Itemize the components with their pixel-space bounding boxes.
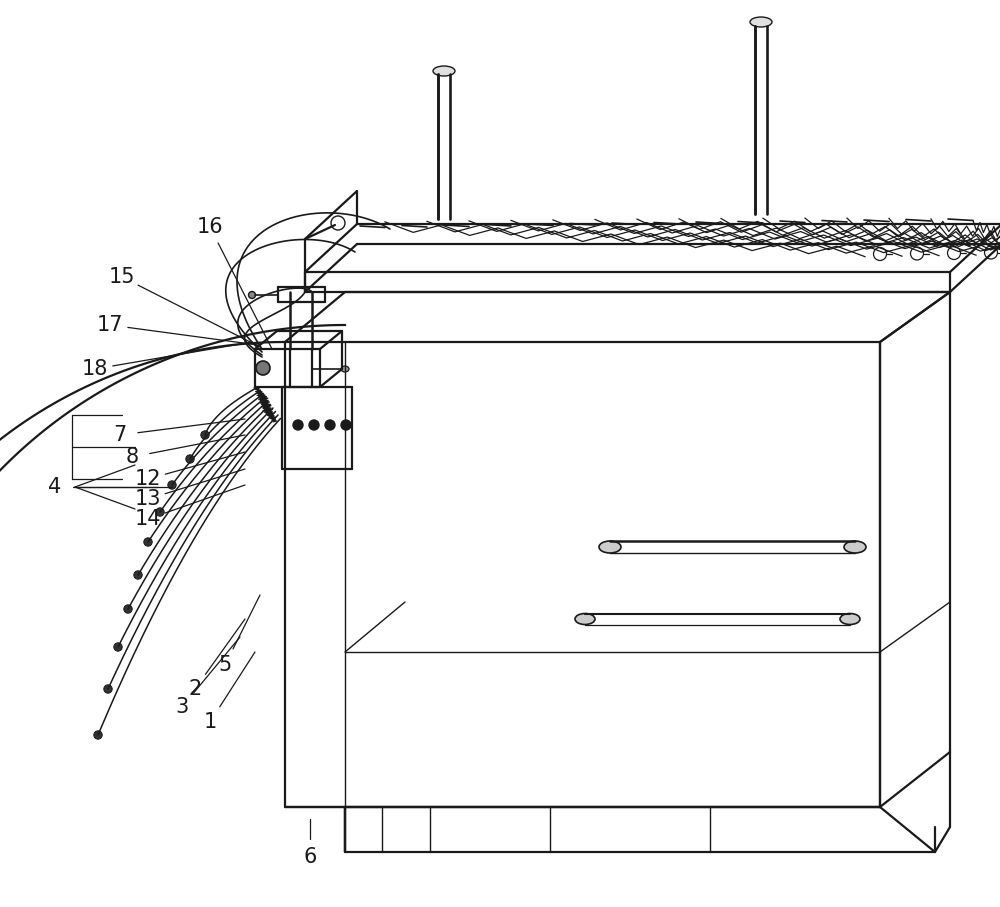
- Text: 15: 15: [109, 267, 135, 287]
- Circle shape: [201, 431, 209, 439]
- Text: 18: 18: [82, 359, 108, 379]
- Circle shape: [256, 361, 270, 375]
- Text: 5: 5: [218, 655, 232, 675]
- Text: 2: 2: [188, 679, 202, 699]
- Circle shape: [114, 643, 122, 651]
- Text: 3: 3: [175, 697, 189, 717]
- Circle shape: [94, 731, 102, 739]
- Text: 12: 12: [135, 469, 161, 489]
- Circle shape: [134, 571, 142, 580]
- Circle shape: [309, 420, 319, 430]
- Circle shape: [124, 605, 132, 613]
- Text: 6: 6: [303, 847, 317, 867]
- Ellipse shape: [750, 17, 772, 27]
- Text: 4: 4: [48, 477, 62, 497]
- Ellipse shape: [844, 541, 866, 553]
- Ellipse shape: [840, 613, 860, 625]
- Ellipse shape: [341, 366, 349, 372]
- Text: 14: 14: [135, 509, 161, 529]
- Text: 16: 16: [197, 217, 223, 237]
- Text: 8: 8: [125, 447, 139, 467]
- Ellipse shape: [599, 541, 621, 553]
- Text: 17: 17: [97, 315, 123, 335]
- Circle shape: [293, 420, 303, 430]
- Circle shape: [104, 685, 112, 693]
- Circle shape: [144, 538, 152, 546]
- Circle shape: [168, 481, 176, 489]
- Circle shape: [186, 454, 194, 463]
- Circle shape: [156, 508, 164, 516]
- Ellipse shape: [248, 291, 256, 298]
- Text: 1: 1: [203, 712, 217, 732]
- Circle shape: [331, 216, 345, 230]
- Circle shape: [341, 420, 351, 430]
- Text: 7: 7: [113, 425, 127, 445]
- Text: 13: 13: [135, 489, 161, 509]
- Circle shape: [325, 420, 335, 430]
- Ellipse shape: [433, 66, 455, 76]
- Ellipse shape: [575, 613, 595, 625]
